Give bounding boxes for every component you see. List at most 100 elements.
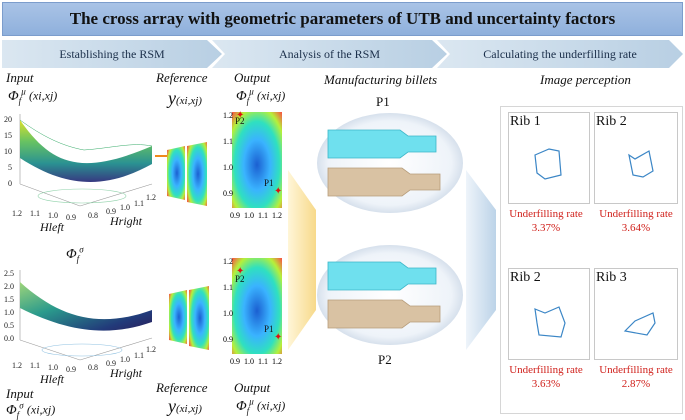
contour-x-tick: 1.1 — [258, 357, 268, 366]
z-tick: 0 — [8, 179, 12, 188]
contour-y-tick: 1.1 — [223, 283, 233, 292]
reference-label-bottom: Reference — [156, 380, 208, 395]
rib-card-2 — [594, 112, 678, 204]
input-label-top: Input — [6, 70, 34, 85]
rib-title-1: Rib 1 — [510, 114, 541, 129]
stage-label: Calculating the underfilling rate — [483, 46, 637, 61]
z-tick: 15 — [4, 131, 12, 140]
stage-analysis: Analysis of the RSM — [212, 40, 447, 68]
axis-hright-bottom: Hright — [110, 366, 143, 380]
contour-x-tick: 1.0 — [244, 357, 254, 366]
blue-arrow — [466, 170, 496, 350]
rib-rate-value-2: 3.64% — [621, 222, 651, 234]
main-title: The cross array with geometric parameter… — [2, 2, 683, 36]
x-tick: 1.1 — [30, 209, 40, 218]
y-tick: 1.1 — [134, 351, 144, 360]
contour-x-tick: 0.9 — [230, 211, 240, 220]
reference-label-top: Reference — [156, 70, 208, 85]
star-marker: ✦ — [236, 110, 244, 121]
star-marker: ✦ — [274, 186, 282, 197]
rib-rate-value-3: 3.63% — [531, 378, 561, 390]
contour-x-tick: 1.2 — [272, 211, 282, 220]
response-surface-mu: 20 15 10 5 0 1.2 1.1 1.0 0.9 0.8 0.9 1.0… — [4, 114, 156, 222]
y-tick: 1.0 — [120, 203, 130, 212]
z-tick: 0.0 — [4, 334, 14, 343]
star-marker: ✦ — [236, 266, 244, 277]
z-tick: 1.0 — [4, 308, 14, 317]
stage-arrow-shape — [2, 40, 222, 68]
x-tick: 0.9 — [66, 213, 76, 222]
billet-model-p1 — [327, 129, 437, 159]
rib-rate-value-4: 2.87% — [621, 378, 651, 390]
perception-panel — [500, 106, 683, 414]
reference-stack-top — [155, 142, 207, 206]
rib-title-2: Rib 2 — [596, 114, 627, 129]
x-tick: 1.1 — [30, 361, 40, 370]
output-label-top: Output — [234, 70, 271, 85]
rib-title-4: Rib 3 — [596, 270, 627, 285]
z-tick: 2.0 — [4, 282, 14, 291]
point-label: P2 — [235, 116, 245, 126]
rib-contour-1 — [534, 148, 562, 180]
contour-x-tick: 1.2 — [272, 357, 282, 366]
billet-p1-ellipse — [317, 113, 463, 213]
contour-y-tick: 0.9 — [223, 189, 233, 198]
billet-photo-p2 — [327, 299, 441, 329]
contour-y-tick: 0.9 — [223, 335, 233, 344]
rib-rate-label-4: Underfilling rate — [599, 364, 673, 376]
rib-title-3: Rib 2 — [510, 270, 541, 285]
stage-arrow-shape — [437, 40, 683, 68]
manufacturing-label: Manufacturing billets — [324, 72, 438, 87]
y-ref-label-top: y(xi,xj) — [168, 88, 202, 108]
rib-card-3 — [508, 268, 590, 360]
contour-y-tick: 1.2 — [223, 111, 233, 120]
z-tick: 20 — [4, 115, 12, 124]
z-tick: 0.5 — [4, 321, 14, 330]
z-tick: 10 — [4, 147, 12, 156]
billet-model-p2 — [327, 261, 437, 291]
y-tick: 0.9 — [106, 207, 116, 216]
rib-card-1 — [508, 112, 590, 204]
stage-arrow-shape — [212, 40, 447, 68]
stage-calculating: Calculating the underfilling rate — [437, 40, 683, 68]
point-label: P1 — [264, 178, 274, 188]
x-tick: 1.0 — [48, 363, 58, 372]
rib-rate-label-3: Underfilling rate — [509, 364, 583, 376]
rib-contour-4 — [623, 312, 656, 336]
stage-label: Analysis of the RSM — [278, 46, 380, 61]
yellow-arrow — [288, 170, 316, 350]
star-marker: ✦ — [274, 332, 282, 343]
axis-hleft-top: Hleft — [40, 220, 64, 234]
contour-y-tick: 1.0 — [223, 309, 233, 318]
response-surface-sigma: 2.5 2.0 1.5 1.0 0.5 0.0 1.2 1.1 1.0 0.9 … — [4, 269, 156, 374]
rib-contour-3 — [534, 306, 566, 338]
contour-y-tick: 1.2 — [223, 257, 233, 266]
y-tick: 0.8 — [88, 211, 98, 220]
z-tick: 1.5 — [4, 295, 14, 304]
rib-card-4 — [594, 268, 678, 360]
x-tick: 0.9 — [66, 365, 76, 374]
rib-contour-2 — [628, 150, 654, 178]
y-tick: 1.2 — [146, 193, 156, 202]
z-tick: 2.5 — [4, 269, 14, 278]
p1-label: P1 — [376, 94, 390, 109]
rib-rate-label-1: Underfilling rate — [509, 208, 583, 220]
output-contour-top: 1.2 1.1 1.0 0.9 0.9 1.0 1.1 1.2 P2 ✦ P1 … — [223, 110, 282, 220]
stage-label: Establishing the RSM — [59, 46, 165, 61]
output-contour-bottom: 1.2 1.1 1.0 0.9 0.9 1.0 1.1 1.2 P2 ✦ P1 … — [223, 257, 282, 366]
axis-hleft-bottom: Hleft — [40, 372, 64, 386]
y-tick: 1.2 — [146, 345, 156, 354]
billet-photo-p1 — [327, 167, 441, 197]
image-perception-label: Image perception — [540, 72, 631, 87]
phi-mu-output-top: Φfμ (xi,xj) — [236, 86, 286, 106]
contour-x-tick: 0.9 — [230, 357, 240, 366]
x-tick: 1.2 — [12, 209, 22, 218]
output-label-bottom: Output — [234, 380, 271, 395]
point-label: P2 — [235, 274, 245, 284]
y-tick: 1.1 — [134, 199, 144, 208]
y-tick: 0.9 — [106, 359, 116, 368]
point-label: P1 — [264, 324, 274, 334]
y-tick: 0.8 — [88, 363, 98, 372]
axis-hright-top: Hright — [110, 214, 143, 228]
contour-y-tick: 1.0 — [223, 163, 233, 172]
